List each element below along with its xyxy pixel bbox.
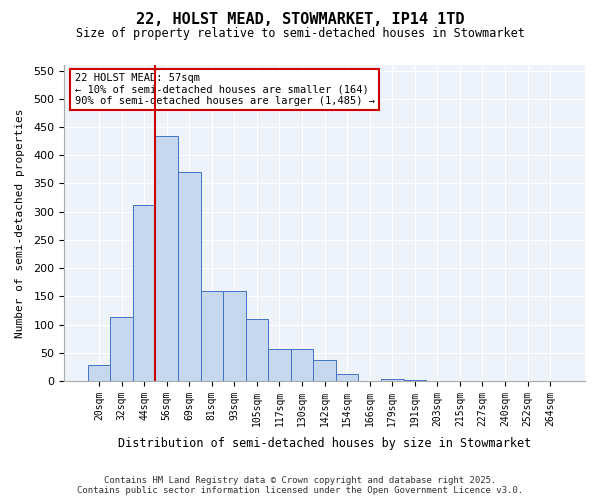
Bar — [336, 374, 358, 381]
Text: 22 HOLST MEAD: 57sqm
← 10% of semi-detached houses are smaller (164)
90% of semi: 22 HOLST MEAD: 57sqm ← 10% of semi-detac… — [74, 73, 374, 106]
Y-axis label: Number of semi-detached properties: Number of semi-detached properties — [15, 108, 25, 338]
Bar — [200, 291, 223, 381]
Bar — [381, 378, 404, 381]
Bar — [268, 349, 291, 381]
Bar — [291, 349, 313, 381]
Bar — [245, 319, 268, 381]
Bar — [133, 206, 155, 381]
Bar — [155, 136, 178, 381]
Bar — [404, 380, 426, 381]
X-axis label: Distribution of semi-detached houses by size in Stowmarket: Distribution of semi-detached houses by … — [118, 437, 531, 450]
Text: Size of property relative to semi-detached houses in Stowmarket: Size of property relative to semi-detach… — [76, 28, 524, 40]
Text: Contains HM Land Registry data © Crown copyright and database right 2025.
Contai: Contains HM Land Registry data © Crown c… — [77, 476, 523, 495]
Bar — [110, 317, 133, 381]
Bar — [223, 291, 245, 381]
Bar — [313, 360, 336, 381]
Text: 22, HOLST MEAD, STOWMARKET, IP14 1TD: 22, HOLST MEAD, STOWMARKET, IP14 1TD — [136, 12, 464, 28]
Bar — [88, 365, 110, 381]
Bar — [178, 172, 200, 381]
